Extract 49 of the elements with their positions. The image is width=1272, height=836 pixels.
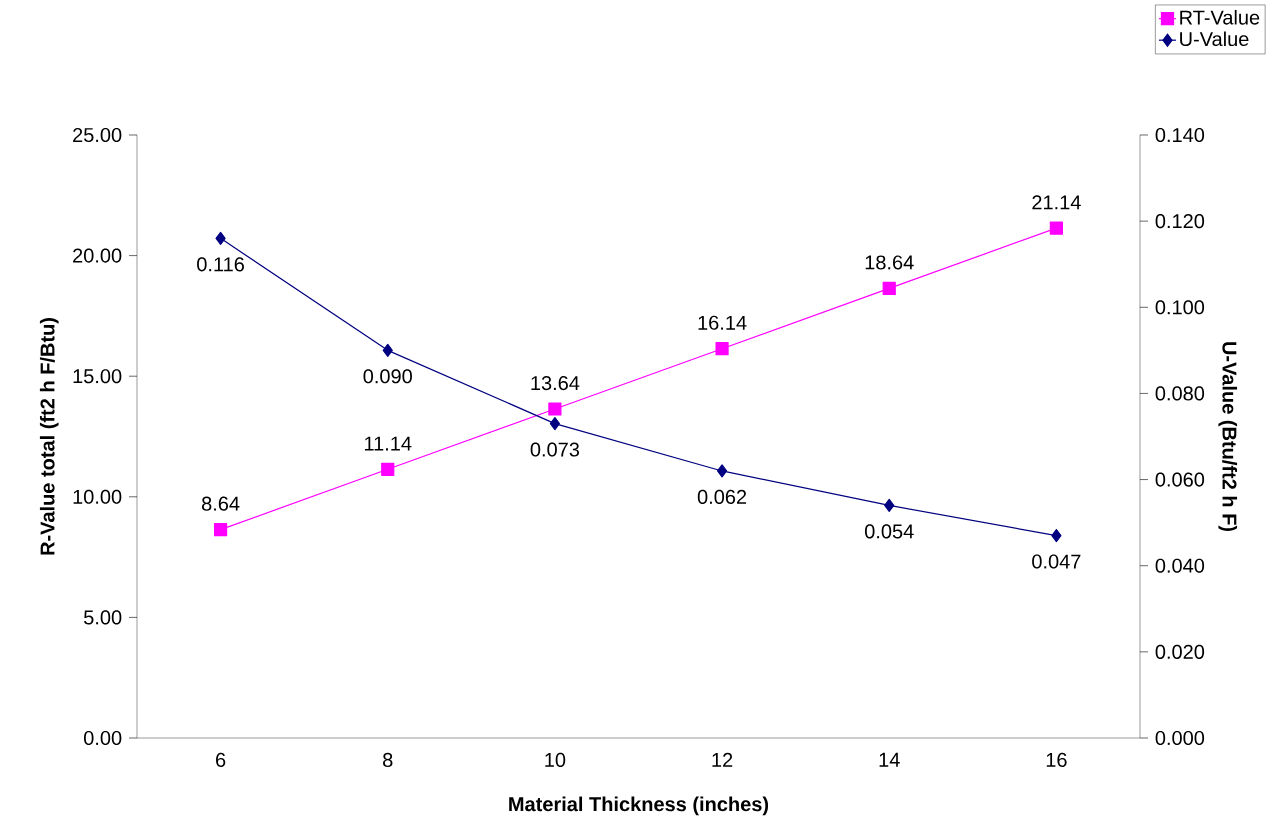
- y-tick-label: 20.00: [73, 248, 122, 263]
- y2-axis-title: U-Value (Btu/ft2 h F): [1218, 342, 1238, 532]
- data-label: 0.054: [864, 524, 914, 539]
- y-tick-label: 0.00: [83, 730, 122, 746]
- point: [381, 462, 395, 476]
- point: [716, 464, 728, 478]
- y2-tick-label: 0.120: [1155, 214, 1205, 229]
- data-label: 18.64: [865, 255, 914, 270]
- data-label: 0.116: [197, 257, 244, 272]
- y-axis-title: R-Value total (ft2 h F/Btu): [39, 318, 59, 555]
- y-tick-label: 10.00: [73, 489, 122, 504]
- y2-tick-label: 0.080: [1155, 386, 1205, 401]
- y2-tick-label: 0.000: [1155, 730, 1205, 746]
- data-label: 13.64: [531, 375, 580, 391]
- data-label: 0.090: [363, 369, 412, 384]
- point: [882, 281, 896, 295]
- data-label: 0.047: [1032, 554, 1081, 569]
- y2-tick-label: 0.020: [1155, 644, 1205, 659]
- x-tick-label: 6: [216, 752, 226, 768]
- x-tick-label: 12: [712, 752, 733, 767]
- data-label: 0.062: [697, 489, 747, 504]
- point: [213, 523, 228, 537]
- y2-tick-label: 0.100: [1155, 300, 1205, 315]
- data-label: 21.14: [1032, 195, 1081, 210]
- legend-label: RT-Value: [1180, 9, 1260, 25]
- y2-tick-label: 0.060: [1155, 472, 1205, 487]
- point: [715, 342, 729, 356]
- point: [215, 231, 226, 245]
- point: [1051, 528, 1062, 543]
- y2-tick-label: 0.040: [1155, 558, 1205, 573]
- x-tick-label: 10: [545, 752, 566, 768]
- x-tick-label: 16: [1046, 752, 1067, 768]
- legend-label: U-Value: [1180, 31, 1249, 47]
- point: [549, 416, 561, 431]
- x-axis-title: Material Thickness (inches): [509, 796, 769, 816]
- data-label: 11.14: [364, 436, 412, 451]
- y-tick-label: 25.00: [73, 127, 122, 143]
- point: [548, 402, 562, 416]
- y-tick-label: 15.00: [73, 369, 122, 384]
- data-label: 16.14: [698, 315, 747, 330]
- x-tick-label: 14: [879, 752, 900, 767]
- point: [1049, 221, 1063, 235]
- point: [382, 343, 393, 357]
- data-label: 0.073: [530, 442, 580, 457]
- data-label: 8.64: [201, 496, 240, 511]
- y-tick-label: 5.00: [84, 610, 122, 625]
- point: [884, 498, 895, 513]
- x-tick-label: 8: [383, 752, 393, 768]
- y2-tick-label: 0.140: [1155, 127, 1205, 143]
